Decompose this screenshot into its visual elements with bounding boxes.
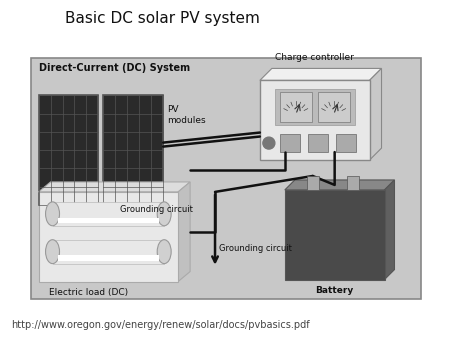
- Bar: [39, 95, 99, 205]
- Polygon shape: [39, 182, 190, 192]
- Text: PV
modules: PV modules: [167, 105, 206, 125]
- Ellipse shape: [45, 240, 59, 264]
- Bar: [280, 92, 312, 122]
- Bar: [260, 80, 369, 160]
- Ellipse shape: [157, 202, 171, 226]
- Ellipse shape: [157, 240, 171, 264]
- Bar: [275, 89, 355, 125]
- Bar: [336, 134, 356, 152]
- Bar: [280, 134, 300, 152]
- Text: http://www.oregon.gov/energy/renew/solar/docs/pvbasics.pdf: http://www.oregon.gov/energy/renew/solar…: [11, 320, 309, 330]
- Polygon shape: [384, 180, 395, 280]
- Text: Battery: Battery: [315, 286, 354, 294]
- Text: Electric load (DC): Electric load (DC): [49, 288, 128, 296]
- Bar: [307, 176, 319, 190]
- Text: Grounding circuit: Grounding circuit: [120, 205, 193, 214]
- Bar: [346, 176, 359, 190]
- Bar: [58, 256, 158, 261]
- Text: Direct-Current (DC) System: Direct-Current (DC) System: [39, 64, 190, 73]
- Bar: [285, 190, 384, 280]
- Bar: [318, 92, 350, 122]
- Bar: [53, 202, 164, 226]
- Bar: [31, 58, 421, 299]
- Polygon shape: [369, 68, 382, 160]
- Text: Basic DC solar PV system: Basic DC solar PV system: [66, 11, 261, 26]
- Bar: [39, 192, 178, 282]
- Polygon shape: [285, 180, 395, 190]
- Text: Grounding circuit: Grounding circuit: [219, 244, 292, 252]
- Bar: [308, 134, 328, 152]
- Ellipse shape: [45, 202, 59, 226]
- Bar: [53, 240, 164, 264]
- Text: Charge controller: Charge controller: [275, 53, 354, 63]
- Bar: [104, 95, 163, 205]
- Polygon shape: [260, 68, 382, 80]
- Bar: [58, 218, 158, 223]
- Polygon shape: [178, 182, 190, 282]
- Circle shape: [263, 137, 275, 149]
